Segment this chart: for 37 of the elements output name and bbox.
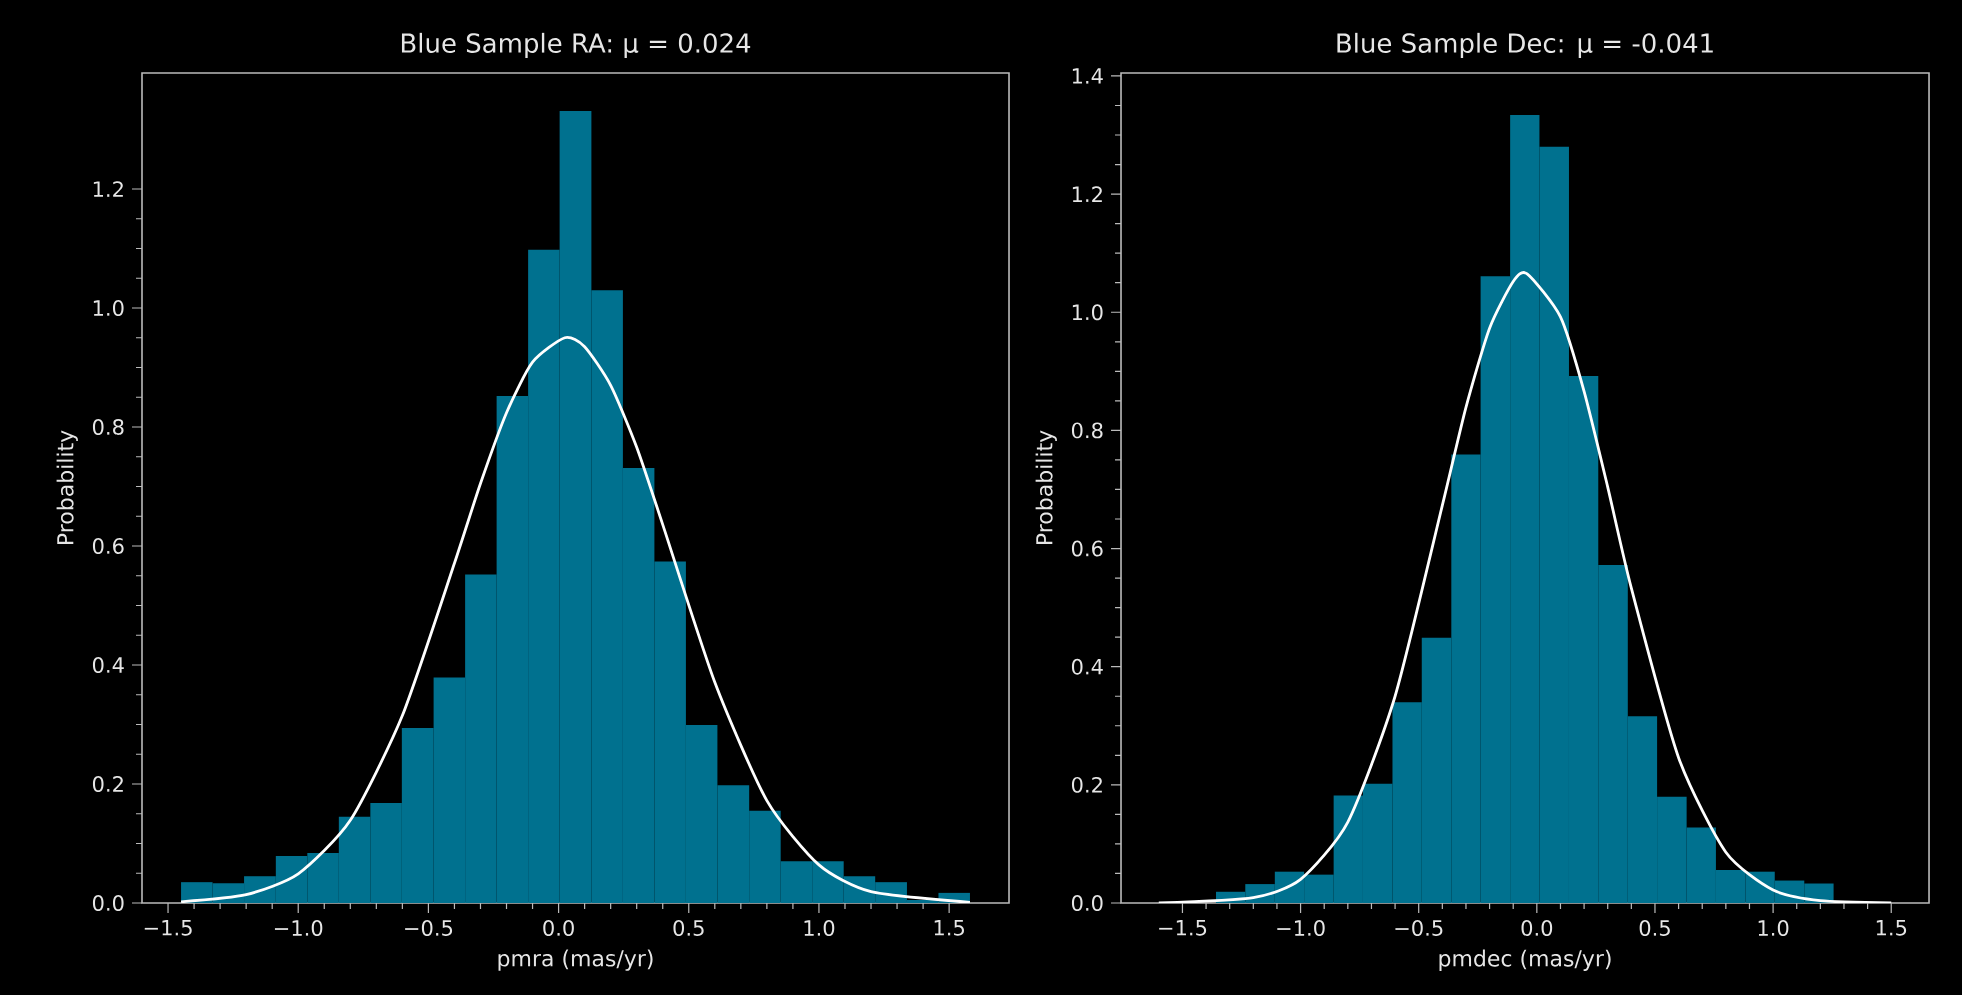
chart-title: Blue Sample RA: μ = 0.024: [401, 32, 751, 58]
y-tick-label: 0.4: [1071, 658, 1103, 675]
y-tick-label: 1.4: [1072, 68, 1103, 84]
x-tick-label: −1.5: [1159, 920, 1207, 936]
x-axis-title: pmdec (mas/yr): [1439, 949, 1611, 971]
y-tick-label: 0.8: [92, 419, 124, 435]
y-tick-label: 1.2: [1072, 186, 1102, 202]
x-tick-label: −1.0: [1277, 920, 1325, 936]
y-axis-title: Probability: [56, 430, 78, 544]
x-tick-label: 1.0: [1758, 920, 1789, 936]
x-tick-label: 1.0: [804, 920, 835, 936]
y-tick-label: 0.8: [1071, 422, 1103, 439]
x-tick-label: 0.5: [1639, 920, 1670, 936]
y-tick-label: 1.2: [93, 181, 123, 197]
x-tick-label: 1.5: [934, 920, 964, 936]
x-tick-label: −0.5: [1395, 920, 1443, 936]
line-series: [1157, 272, 1893, 903]
chart-title: Blue Sample Dec: μ = -0.041: [1337, 32, 1713, 58]
y-tick-label: 1.0: [1072, 304, 1103, 321]
x-tick-label: −0.5: [405, 920, 453, 936]
y-tick-label: 0.2: [92, 776, 123, 792]
y-tick-label: 0.0: [1071, 895, 1103, 911]
y-tick-label: 0.4: [92, 657, 124, 673]
y-axis-title: Probability: [1035, 430, 1057, 544]
x-tick-label: 0.5: [673, 920, 704, 936]
line-series: [179, 336, 972, 903]
x-axis-title: pmra (mas/yr): [498, 949, 653, 971]
x-tick-label: 1.5: [1876, 920, 1907, 936]
y-tick-label: 0.6: [1071, 540, 1103, 557]
y-tick-label: 1.0: [93, 300, 124, 316]
x-tick-label: −1.0: [274, 920, 323, 936]
x-tick-label: 0.0: [1521, 920, 1553, 936]
x-tick-label: 0.0: [543, 920, 574, 936]
y-tick-label: 0.0: [92, 895, 124, 911]
y-tick-label: 0.2: [1071, 776, 1102, 793]
x-tick-label: −1.5: [144, 920, 192, 936]
y-tick-label: 0.6: [92, 538, 124, 554]
